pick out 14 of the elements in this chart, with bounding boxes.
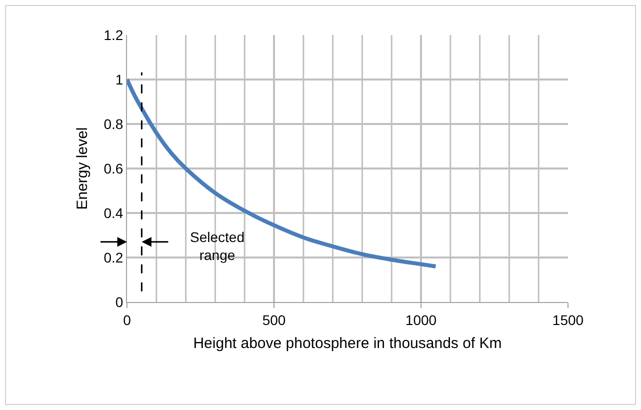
annotation: Selected range — [190, 229, 244, 264]
y-tick-label: 0.4 — [104, 204, 124, 221]
x-tick-label: 1000 — [405, 312, 437, 328]
y-tick-label: 0.6 — [104, 160, 124, 176]
x-tick-label: 1500 — [552, 312, 584, 328]
x-tick-label: 500 — [262, 312, 286, 328]
y-tick-label: 1.2 — [104, 26, 124, 43]
y-tick-label: 0.8 — [104, 116, 124, 132]
line-series — [127, 78, 438, 268]
x-axis-title: Height above photosphere in thousands of Km — [193, 334, 502, 352]
y-tick-label: 1 — [115, 71, 124, 88]
y-tick-label: 0.2 — [104, 249, 124, 266]
y-tick-label: 0 — [115, 294, 124, 310]
y-axis-title: Energy level — [74, 127, 91, 210]
